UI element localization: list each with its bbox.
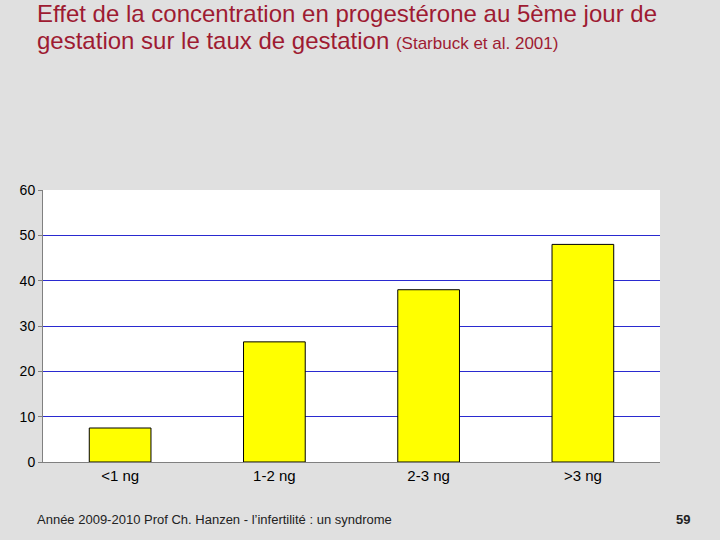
svg-text:60: 60 — [20, 182, 36, 198]
svg-text:<1 ng: <1 ng — [101, 467, 139, 484]
html-text:59: 59 — [676, 512, 691, 527]
svg-text:1-2 ng: 1-2 ng — [253, 467, 296, 484]
svg-text:>3 ng: >3 ng — [564, 467, 602, 484]
svg-text:10: 10 — [20, 409, 36, 425]
svg-text:0: 0 — [27, 454, 35, 470]
html-text:Effet de la concentration en p: Effet de la concentration en progestéron… — [37, 0, 657, 54]
html-text:Année 2009-2010 Prof Ch. Hanze: Année 2009-2010 Prof Ch. Hanzen - l’infe… — [37, 512, 392, 527]
svg-text:2-3 ng: 2-3 ng — [407, 467, 450, 484]
svg-text:50: 50 — [20, 227, 36, 243]
svg-text:20: 20 — [20, 363, 36, 379]
svg-text:40: 40 — [20, 273, 36, 289]
svg-text:30: 30 — [20, 318, 36, 334]
